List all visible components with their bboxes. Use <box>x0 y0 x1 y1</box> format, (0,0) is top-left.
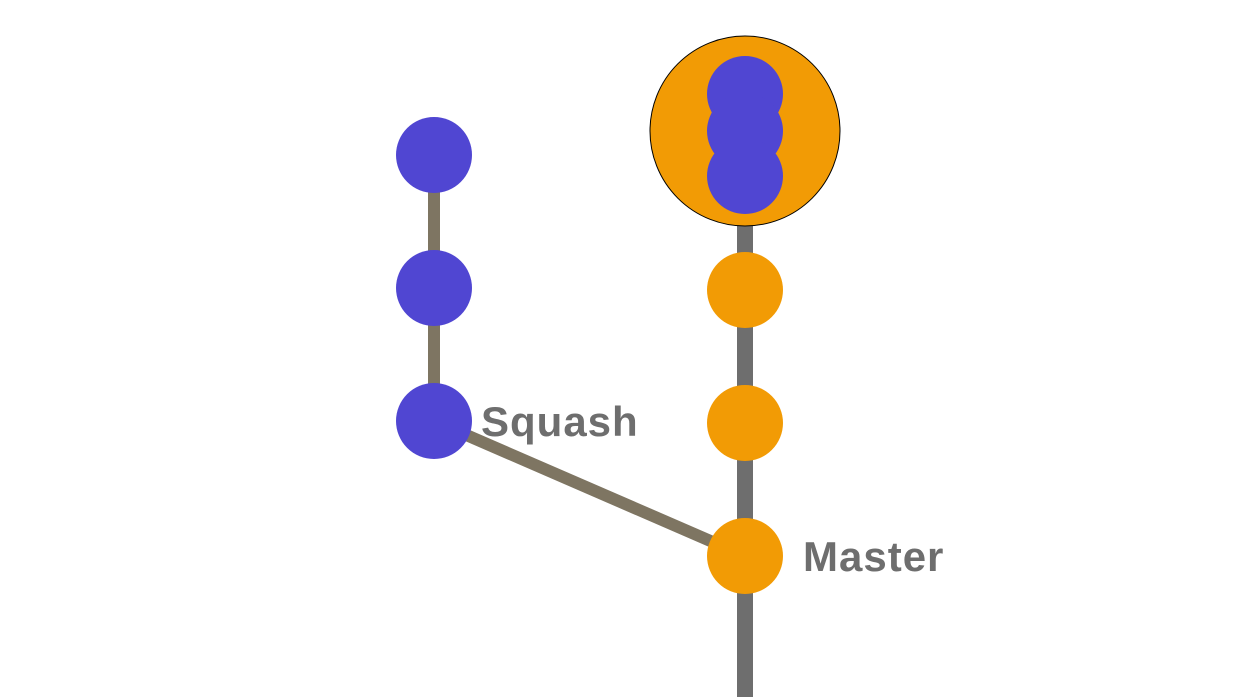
squash-branch-label: Squash <box>481 398 639 445</box>
master-commit-2 <box>707 385 783 461</box>
squash-commit-1 <box>396 117 472 193</box>
master-commit-base <box>707 518 783 594</box>
squash-commit-3 <box>396 383 472 459</box>
branch-merge-connector <box>431 415 748 562</box>
master-commit-3 <box>707 252 783 328</box>
master-branch-label: Master <box>803 533 944 580</box>
squash-commit-2 <box>396 250 472 326</box>
squashed-inner-commit-3 <box>707 138 783 214</box>
squashed-commit <box>649 35 841 227</box>
